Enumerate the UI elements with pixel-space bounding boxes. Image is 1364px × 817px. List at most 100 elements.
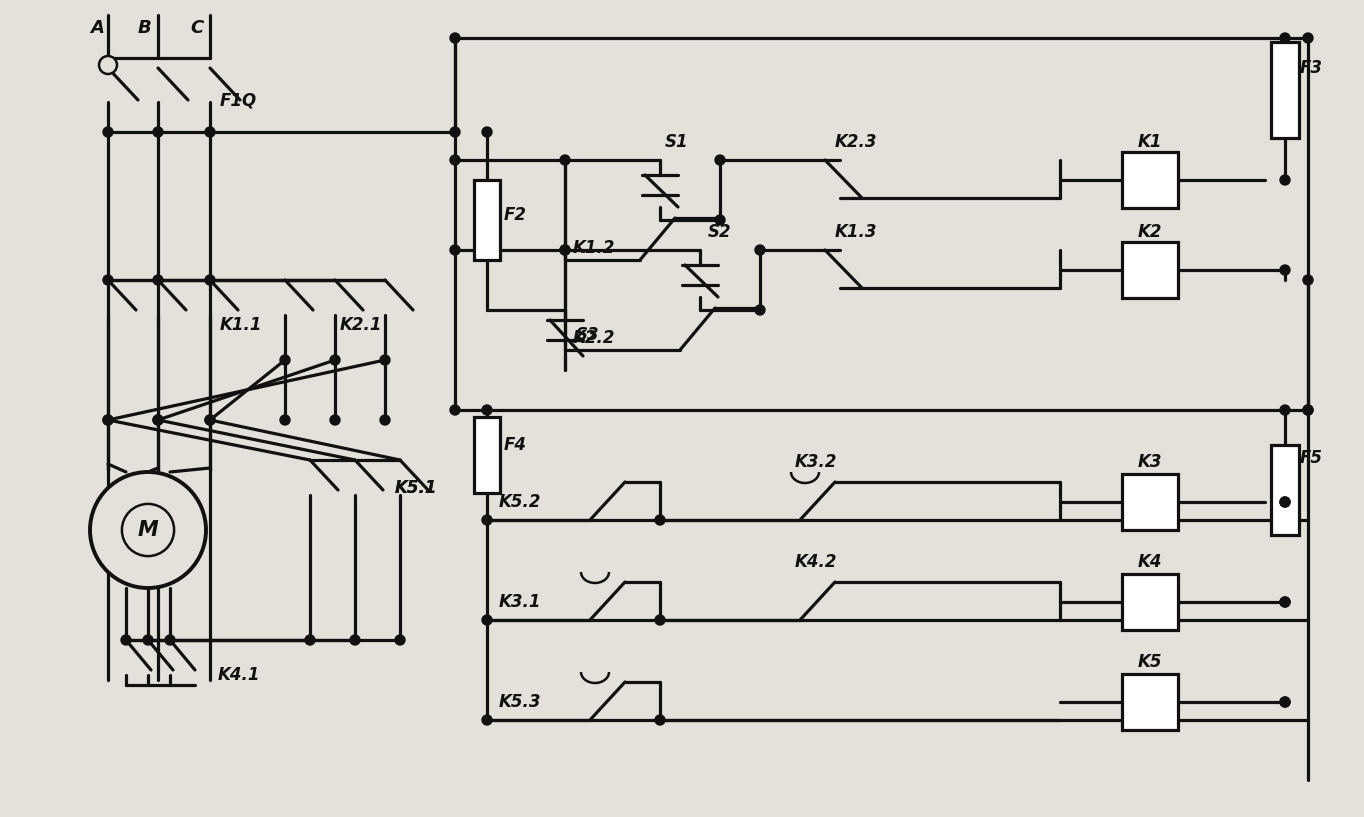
Text: K5: K5 xyxy=(1138,653,1162,671)
Circle shape xyxy=(655,515,666,525)
Text: K4: K4 xyxy=(1138,553,1162,571)
Text: K2.3: K2.3 xyxy=(835,133,877,151)
Circle shape xyxy=(1279,405,1290,415)
Circle shape xyxy=(396,635,405,645)
Circle shape xyxy=(306,635,315,645)
Circle shape xyxy=(1303,405,1314,415)
Text: K2.1: K2.1 xyxy=(340,316,382,334)
Text: F5: F5 xyxy=(1300,449,1323,467)
Circle shape xyxy=(104,415,113,425)
Text: K2.2: K2.2 xyxy=(573,329,615,347)
Text: S3: S3 xyxy=(576,326,600,344)
Circle shape xyxy=(153,127,164,137)
Circle shape xyxy=(205,415,216,425)
Circle shape xyxy=(481,615,492,625)
Circle shape xyxy=(1303,275,1314,285)
Circle shape xyxy=(655,715,666,725)
Circle shape xyxy=(104,275,113,285)
Text: S1: S1 xyxy=(666,133,689,151)
Text: K5.2: K5.2 xyxy=(499,493,542,511)
Text: B: B xyxy=(138,19,151,37)
Circle shape xyxy=(280,355,291,365)
Text: K1.1: K1.1 xyxy=(220,316,262,334)
Circle shape xyxy=(481,127,492,137)
Circle shape xyxy=(1279,597,1290,607)
Bar xyxy=(1123,242,1178,298)
Circle shape xyxy=(561,155,570,165)
Text: K1.2: K1.2 xyxy=(573,239,615,257)
Text: A: A xyxy=(90,19,104,37)
Text: F2: F2 xyxy=(505,206,527,224)
Circle shape xyxy=(655,615,666,625)
Circle shape xyxy=(450,155,460,165)
Circle shape xyxy=(100,56,117,74)
Circle shape xyxy=(450,33,460,43)
Circle shape xyxy=(450,127,460,137)
Circle shape xyxy=(1279,597,1290,607)
Bar xyxy=(1123,152,1178,208)
Text: K1.3: K1.3 xyxy=(835,223,877,241)
Text: F3: F3 xyxy=(1300,59,1323,77)
Circle shape xyxy=(143,635,153,645)
Bar xyxy=(1123,674,1178,730)
Circle shape xyxy=(121,635,131,645)
Circle shape xyxy=(205,275,216,285)
Circle shape xyxy=(90,472,206,588)
Circle shape xyxy=(381,355,390,365)
Text: M: M xyxy=(138,520,158,540)
Circle shape xyxy=(153,415,164,425)
Bar xyxy=(475,417,501,493)
Circle shape xyxy=(756,245,765,255)
Circle shape xyxy=(330,415,340,425)
Text: K2: K2 xyxy=(1138,223,1162,241)
Circle shape xyxy=(153,415,164,425)
Circle shape xyxy=(561,245,570,255)
Circle shape xyxy=(1279,265,1290,275)
Circle shape xyxy=(715,215,726,225)
Circle shape xyxy=(1279,697,1290,707)
Circle shape xyxy=(330,355,340,365)
Text: K1: K1 xyxy=(1138,133,1162,151)
Circle shape xyxy=(1279,175,1290,185)
Text: K5.1: K5.1 xyxy=(396,479,438,497)
Text: K3: K3 xyxy=(1138,453,1162,471)
Circle shape xyxy=(205,127,216,137)
Text: C: C xyxy=(190,19,203,37)
Text: K4.2: K4.2 xyxy=(795,553,837,571)
Text: K3.1: K3.1 xyxy=(499,593,542,611)
Circle shape xyxy=(450,245,460,255)
Circle shape xyxy=(381,415,390,425)
Circle shape xyxy=(481,405,492,415)
Bar xyxy=(1271,445,1299,535)
Circle shape xyxy=(481,715,492,725)
Circle shape xyxy=(104,415,113,425)
Circle shape xyxy=(104,127,113,137)
Text: K5.1: K5.1 xyxy=(396,479,438,497)
Bar xyxy=(1123,474,1178,530)
Circle shape xyxy=(153,275,164,285)
Bar xyxy=(1271,42,1299,138)
Circle shape xyxy=(121,504,175,556)
Circle shape xyxy=(1303,33,1314,43)
Bar xyxy=(475,180,501,260)
Text: F4: F4 xyxy=(505,436,527,454)
Text: K5.3: K5.3 xyxy=(499,693,542,711)
Circle shape xyxy=(1279,33,1290,43)
Circle shape xyxy=(715,155,726,165)
Circle shape xyxy=(165,635,175,645)
Text: K3.2: K3.2 xyxy=(795,453,837,471)
Text: F1Q: F1Q xyxy=(220,91,258,109)
Circle shape xyxy=(280,415,291,425)
Circle shape xyxy=(1279,497,1290,507)
Circle shape xyxy=(205,415,216,425)
Circle shape xyxy=(1279,497,1290,507)
Circle shape xyxy=(561,245,570,255)
Circle shape xyxy=(450,405,460,415)
Circle shape xyxy=(481,515,492,525)
Circle shape xyxy=(351,635,360,645)
Circle shape xyxy=(756,305,765,315)
Text: K4.1: K4.1 xyxy=(218,666,261,684)
Text: S2: S2 xyxy=(708,223,731,241)
Bar xyxy=(1123,574,1178,630)
Circle shape xyxy=(1303,405,1314,415)
